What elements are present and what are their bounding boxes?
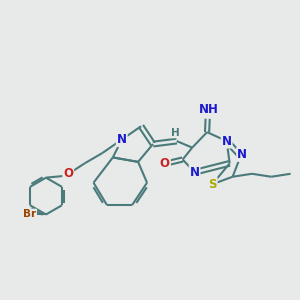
Text: NH: NH — [199, 103, 218, 116]
Text: N: N — [117, 133, 127, 146]
Text: Br: Br — [23, 209, 36, 220]
Text: N: N — [237, 148, 247, 161]
Text: H: H — [171, 128, 180, 138]
Text: S: S — [208, 178, 217, 191]
Text: N: N — [222, 135, 232, 148]
Text: O: O — [160, 157, 170, 170]
Text: O: O — [63, 167, 73, 180]
Text: N: N — [190, 166, 200, 179]
